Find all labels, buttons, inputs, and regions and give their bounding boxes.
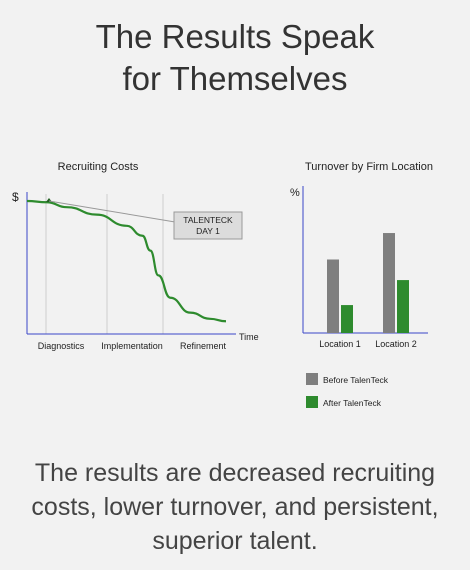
phase-label-diagnostics: Diagnostics <box>38 341 85 351</box>
summary-line-3: superior talent. <box>152 527 318 555</box>
bar-location1-after <box>341 305 353 333</box>
callout-line-1: TALENTECK <box>183 215 233 225</box>
summary-line-1: The results are decreased recruiting <box>34 459 436 487</box>
page-title-line-2: for Themselves <box>122 60 348 97</box>
bar-chart-title: Turnover by Firm Location <box>305 161 433 173</box>
bar-location2-before <box>383 233 395 333</box>
recruiting-costs-chart: Recruiting Costs $ Time TALENTECK DAY 1 … <box>12 161 259 351</box>
phase-label-refinement: Refinement <box>180 341 227 351</box>
bar-location2-after <box>397 280 409 333</box>
legend-label-after: After TalenTeck <box>323 398 382 408</box>
legend-swatch-before <box>306 373 318 385</box>
callout-line-2: DAY 1 <box>196 226 220 236</box>
legend-label-before: Before TalenTeck <box>323 375 389 385</box>
page-title-line-1: The Results Speak <box>95 18 375 55</box>
phase-label-implementation: Implementation <box>101 341 163 351</box>
line-chart-title: Recruiting Costs <box>58 161 139 173</box>
bar-location1-before <box>327 259 339 333</box>
summary-line-2: costs, lower turnover, and persistent, <box>31 493 439 521</box>
line-chart-y-label: $ <box>12 190 19 204</box>
legend-swatch-after <box>306 396 318 408</box>
summary-text: The results are decreased recruiting cos… <box>0 456 470 558</box>
turnover-chart: Turnover by Firm Location % Location 1 L… <box>290 161 433 408</box>
talenteck-day1-callout <box>173 211 243 240</box>
recruiting-cost-line <box>26 199 227 323</box>
callout-leader-line <box>48 200 176 223</box>
line-chart-x-label: Time <box>239 332 259 342</box>
category-label-location-2: Location 2 <box>375 339 417 349</box>
category-label-location-1: Location 1 <box>319 339 361 349</box>
page-title: The Results Speak for Themselves <box>0 16 470 100</box>
bar-chart-y-label: % <box>290 187 300 199</box>
